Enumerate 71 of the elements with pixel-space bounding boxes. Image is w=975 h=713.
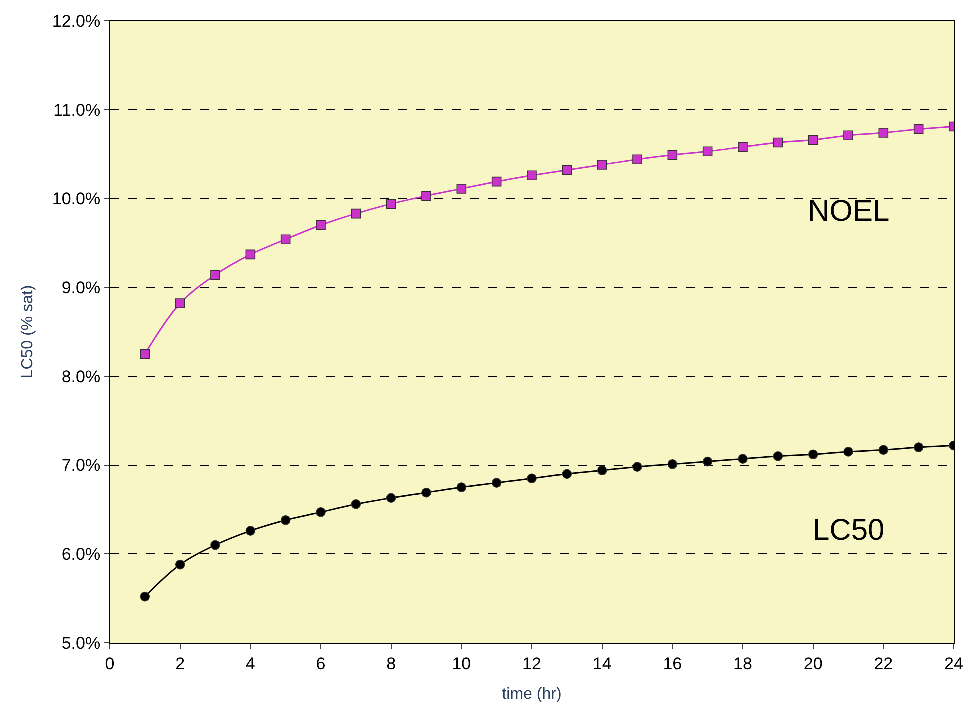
point [456, 184, 467, 194]
x-tick-label: 8 [386, 654, 396, 674]
x-tick-label: 2 [176, 654, 186, 674]
point [492, 176, 502, 187]
y-tick-label: 10.0% [52, 190, 101, 209]
series-label: LC50 [813, 514, 885, 547]
point [808, 135, 818, 145]
point [386, 199, 396, 209]
x-tick-label: 10 [452, 654, 472, 674]
point [210, 270, 220, 280]
point [808, 450, 818, 460]
point [738, 454, 748, 464]
y-tick-label: 8.0% [62, 367, 101, 386]
x-tick-label: 16 [663, 654, 682, 674]
x-tick-label: 0 [105, 654, 115, 674]
point [668, 460, 678, 470]
point [351, 208, 362, 219]
point [562, 165, 572, 176]
y-axis-title: LC50 (% sat) [19, 285, 36, 379]
point [280, 515, 291, 526]
point [702, 146, 713, 157]
point [492, 478, 502, 488]
point [878, 128, 889, 138]
point [386, 493, 396, 504]
x-tick-label: 14 [592, 654, 612, 674]
y-tick-label: 12.0% [52, 12, 101, 31]
y-tick-label: 9.0% [62, 278, 101, 298]
point [210, 540, 220, 550]
point [175, 560, 186, 570]
point [456, 482, 467, 492]
point [527, 170, 537, 181]
point [280, 234, 291, 244]
point [914, 442, 924, 452]
point [844, 130, 854, 141]
point [140, 349, 150, 360]
point [246, 526, 256, 536]
point [175, 298, 186, 308]
point [562, 469, 572, 480]
point [773, 138, 784, 148]
point [316, 507, 326, 518]
x-tick-label: 22 [874, 654, 894, 674]
point [597, 160, 608, 170]
series-label: NOEL [808, 195, 890, 228]
point [422, 191, 432, 201]
x-tick-label: 18 [734, 654, 752, 674]
x-tick-label: 20 [804, 654, 823, 674]
point [140, 592, 150, 602]
point [632, 154, 642, 165]
point [316, 220, 326, 230]
x-tick-label: 24 [944, 654, 964, 674]
point [844, 447, 854, 457]
point [351, 499, 362, 510]
point [422, 488, 432, 498]
x-tick-label: 6 [316, 654, 326, 674]
y-tick-label: 7.0% [62, 456, 101, 476]
point [702, 456, 713, 467]
point [246, 250, 256, 260]
point [668, 150, 678, 160]
point [773, 452, 784, 462]
point [597, 466, 608, 476]
x-tick-label: 12 [522, 654, 542, 674]
point [738, 142, 748, 152]
y-tick-label: 6.0% [62, 545, 101, 564]
point [527, 474, 537, 484]
x-tick-label: 4 [246, 654, 256, 674]
point [914, 124, 924, 134]
x-axis-title: time (hr) [502, 686, 562, 704]
y-tick-label: 5.0% [62, 634, 101, 653]
point [878, 445, 889, 456]
y-tick-label: 11.0% [54, 100, 101, 120]
point [632, 462, 642, 472]
